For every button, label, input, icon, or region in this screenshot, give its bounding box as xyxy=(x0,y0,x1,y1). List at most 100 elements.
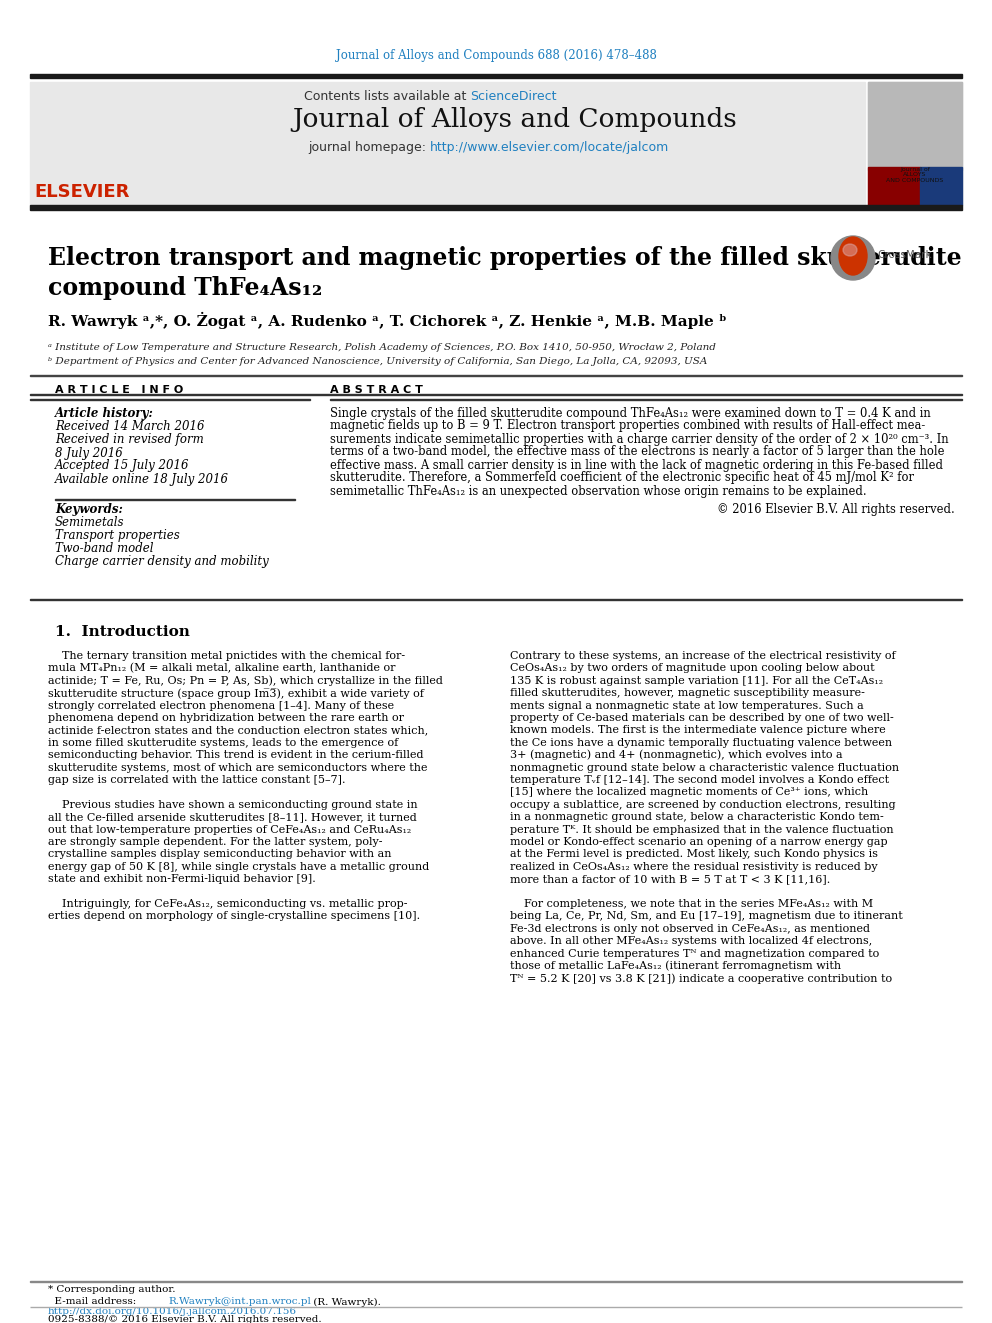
Bar xyxy=(165,82,865,205)
Bar xyxy=(868,82,962,205)
Text: ments signal a nonmagnetic state at low temperatures. Such a: ments signal a nonmagnetic state at low … xyxy=(510,701,864,710)
Text: nonmagnetic ground state below a characteristic valence fluctuation: nonmagnetic ground state below a charact… xyxy=(510,762,899,773)
Text: Available online 18 July 2016: Available online 18 July 2016 xyxy=(55,472,229,486)
Text: [15] where the localized magnetic moments of Ce³⁺ ions, which: [15] where the localized magnetic moment… xyxy=(510,787,868,798)
Text: journal homepage:: journal homepage: xyxy=(308,142,430,155)
Text: Single crystals of the filled skutterudite compound ThFe₄As₁₂ were examined down: Single crystals of the filled skutterudi… xyxy=(330,406,930,419)
Text: 1.  Introduction: 1. Introduction xyxy=(55,624,189,639)
Text: known models. The first is the intermediate valence picture where: known models. The first is the intermedi… xyxy=(510,725,886,736)
Text: Electron transport and magnetic properties of the filled skutterudite: Electron transport and magnetic properti… xyxy=(48,246,961,270)
Text: ᵇ Department of Physics and Center for Advanced Nanoscience, University of Calif: ᵇ Department of Physics and Center for A… xyxy=(48,357,707,366)
Text: all the Ce-filled arsenide skutterudites [8–11]. However, it turned: all the Ce-filled arsenide skutterudites… xyxy=(48,812,417,822)
Text: 0925-8388/© 2016 Elsevier B.V. All rights reserved.: 0925-8388/© 2016 Elsevier B.V. All right… xyxy=(48,1315,321,1323)
Text: out that low-temperature properties of CeFe₄As₁₂ and CeRu₄As₁₂: out that low-temperature properties of C… xyxy=(48,824,412,835)
Text: E-mail address:: E-mail address: xyxy=(48,1298,140,1307)
Bar xyxy=(30,598,962,601)
Text: http://dx.doi.org/10.1016/j.jallcom.2016.07.156: http://dx.doi.org/10.1016/j.jallcom.2016… xyxy=(48,1307,297,1316)
Text: more than a factor of 10 with B = 5 T at T < 3 K [11,16].: more than a factor of 10 with B = 5 T at… xyxy=(510,875,830,884)
Text: Journal of Alloys and Compounds 688 (2016) 478–488: Journal of Alloys and Compounds 688 (201… xyxy=(335,49,657,61)
Text: 3+ (magnetic) and 4+ (nonmagnetic), which evolves into a: 3+ (magnetic) and 4+ (nonmagnetic), whic… xyxy=(510,750,842,761)
Ellipse shape xyxy=(839,237,867,275)
Text: are strongly sample dependent. For the latter system, poly-: are strongly sample dependent. For the l… xyxy=(48,837,383,847)
Text: Received in revised form: Received in revised form xyxy=(55,434,203,446)
Text: 135 K is robust against sample variation [11]. For all the CeT₄As₁₂: 135 K is robust against sample variation… xyxy=(510,676,883,685)
Bar xyxy=(30,82,165,205)
Text: Received 14 March 2016: Received 14 March 2016 xyxy=(55,421,204,434)
Text: skutterudite. Therefore, a Sommerfeld coefficient of the electronic specific hea: skutterudite. Therefore, a Sommerfeld co… xyxy=(330,471,914,484)
Text: The ternary transition metal pnictides with the chemical for-: The ternary transition metal pnictides w… xyxy=(48,651,405,662)
Text: model or Kondo-effect scenario an opening of a narrow energy gap: model or Kondo-effect scenario an openin… xyxy=(510,837,888,847)
Text: above. In all other MFe₄As₁₂ systems with localized 4f electrons,: above. In all other MFe₄As₁₂ systems wit… xyxy=(510,937,872,946)
Text: skutterudite systems, most of which are semiconductors where the: skutterudite systems, most of which are … xyxy=(48,762,428,773)
Text: R. Wawryk ᵃ,*, O. Żogat ᵃ, A. Rudenko ᵃ, T. Cichorek ᵃ, Z. Henkie ᵃ, M.B. Maple : R. Wawryk ᵃ,*, O. Żogat ᵃ, A. Rudenko ᵃ,… xyxy=(48,311,726,328)
Text: property of Ce-based materials can be described by one of two well-: property of Ce-based materials can be de… xyxy=(510,713,894,722)
Text: Fe-3d electrons is only not observed in CeFe₄As₁₂, as mentioned: Fe-3d electrons is only not observed in … xyxy=(510,923,870,934)
Text: Intriguingly, for CeFe₄As₁₂, semiconducting vs. metallic prop-: Intriguingly, for CeFe₄As₁₂, semiconduct… xyxy=(48,900,408,909)
Text: CeOs₄As₁₂ by two orders of magnitude upon cooling below about: CeOs₄As₁₂ by two orders of magnitude upo… xyxy=(510,663,875,673)
Text: terms of a two-band model, the effective mass of the electrons is nearly a facto: terms of a two-band model, the effective… xyxy=(330,446,944,459)
Text: Accepted 15 July 2016: Accepted 15 July 2016 xyxy=(55,459,189,472)
Text: strongly correlated electron phenomena [1–4]. Many of these: strongly correlated electron phenomena [… xyxy=(48,701,394,710)
Text: filled skutterudites, however, magnetic susceptibility measure-: filled skutterudites, however, magnetic … xyxy=(510,688,865,699)
Text: effective mass. A small carrier density is in line with the lack of magnetic ord: effective mass. A small carrier density … xyxy=(330,459,943,471)
Bar xyxy=(30,393,962,396)
Text: surements indicate semimetallic properties with a charge carrier density of the : surements indicate semimetallic properti… xyxy=(330,433,948,446)
Text: skutterudite structure (space group Im̅3̅), exhibit a wide variety of: skutterudite structure (space group Im̅3… xyxy=(48,688,424,699)
Bar xyxy=(30,205,962,210)
Text: Previous studies have shown a semiconducting ground state in: Previous studies have shown a semiconduc… xyxy=(48,800,418,810)
Text: temperature Tᵥf [12–14]. The second model involves a Kondo effect: temperature Tᵥf [12–14]. The second mode… xyxy=(510,775,889,785)
Text: magnetic fields up to B = 9 T. Electron transport properties combined with resul: magnetic fields up to B = 9 T. Electron … xyxy=(330,419,926,433)
Text: CrossMark: CrossMark xyxy=(877,250,931,261)
Text: crystalline samples display semiconducting behavior with an: crystalline samples display semiconducti… xyxy=(48,849,392,860)
Text: Charge carrier density and mobility: Charge carrier density and mobility xyxy=(55,556,269,569)
Text: occupy a sublattice, are screened by conduction electrons, resulting: occupy a sublattice, are screened by con… xyxy=(510,800,896,810)
Text: A R T I C L E   I N F O: A R T I C L E I N F O xyxy=(55,385,184,396)
Text: Semimetals: Semimetals xyxy=(55,516,125,529)
Text: © 2016 Elsevier B.V. All rights reserved.: © 2016 Elsevier B.V. All rights reserved… xyxy=(717,503,955,516)
Text: R.Wawryk@int.pan.wroc.pl: R.Wawryk@int.pan.wroc.pl xyxy=(168,1298,310,1307)
Text: compound ThFe₄As₁₂: compound ThFe₄As₁₂ xyxy=(48,277,322,300)
Text: ScienceDirect: ScienceDirect xyxy=(470,90,557,102)
Text: perature Tᴷ. It should be emphasized that in the valence fluctuation: perature Tᴷ. It should be emphasized tha… xyxy=(510,824,894,835)
Text: Journal of Alloys and Compounds: Journal of Alloys and Compounds xyxy=(293,107,737,132)
Text: (R. Wawryk).: (R. Wawryk). xyxy=(310,1298,381,1307)
Text: at the Fermi level is predicted. Most likely, such Kondo physics is: at the Fermi level is predicted. Most li… xyxy=(510,849,878,860)
Text: Two-band model: Two-band model xyxy=(55,542,154,556)
Text: ᵃ Institute of Low Temperature and Structure Research, Polish Academy of Science: ᵃ Institute of Low Temperature and Struc… xyxy=(48,344,716,352)
Text: erties depend on morphology of single-crystalline specimens [10].: erties depend on morphology of single-cr… xyxy=(48,912,421,921)
Text: actinide; T = Fe, Ru, Os; Pn = P, As, Sb), which crystallize in the filled: actinide; T = Fe, Ru, Os; Pn = P, As, Sb… xyxy=(48,676,442,687)
Text: 8 July 2016: 8 July 2016 xyxy=(55,446,123,459)
Bar xyxy=(920,167,962,205)
Text: mula MT₄Pn₁₂ (M = alkali metal, alkaline earth, lanthanide or: mula MT₄Pn₁₂ (M = alkali metal, alkaline… xyxy=(48,663,396,673)
Text: phenomena depend on hybridization between the rare earth or: phenomena depend on hybridization betwee… xyxy=(48,713,404,722)
Text: ELSEVIER: ELSEVIER xyxy=(34,183,129,201)
Text: state and exhibit non-Fermi-liquid behavior [9].: state and exhibit non-Fermi-liquid behav… xyxy=(48,875,315,884)
Text: semimetallic ThFe₄As₁₂ is an unexpected observation whose origin remains to be e: semimetallic ThFe₄As₁₂ is an unexpected … xyxy=(330,484,867,497)
Text: enhanced Curie temperatures Tᴺ and magnetization compared to: enhanced Curie temperatures Tᴺ and magne… xyxy=(510,949,879,959)
Text: For completeness, we note that in the series MFe₄As₁₂ with M: For completeness, we note that in the se… xyxy=(510,900,873,909)
Text: realized in CeOs₄As₁₂ where the residual resistivity is reduced by: realized in CeOs₄As₁₂ where the residual… xyxy=(510,861,878,872)
Text: in a nonmagnetic ground state, below a characteristic Kondo tem-: in a nonmagnetic ground state, below a c… xyxy=(510,812,884,822)
Text: gap size is correlated with the lattice constant [5–7].: gap size is correlated with the lattice … xyxy=(48,775,345,785)
Text: http://www.elsevier.com/locate/jalcom: http://www.elsevier.com/locate/jalcom xyxy=(430,142,670,155)
Text: in some filled skutterudite systems, leads to the emergence of: in some filled skutterudite systems, lea… xyxy=(48,738,398,747)
Text: semiconducting behavior. This trend is evident in the cerium-filled: semiconducting behavior. This trend is e… xyxy=(48,750,424,761)
Text: actinide f-electron states and the conduction electron states which,: actinide f-electron states and the condu… xyxy=(48,725,429,736)
Ellipse shape xyxy=(843,243,857,255)
Text: Article history:: Article history: xyxy=(55,406,154,419)
Text: the Ce ions have a dynamic temporally fluctuating valence between: the Ce ions have a dynamic temporally fl… xyxy=(510,738,892,747)
Circle shape xyxy=(831,235,875,280)
Bar xyxy=(868,167,920,205)
Text: being La, Ce, Pr, Nd, Sm, and Eu [17–19], magnetism due to itinerant: being La, Ce, Pr, Nd, Sm, and Eu [17–19]… xyxy=(510,912,903,921)
Text: Keywords:: Keywords: xyxy=(55,504,123,516)
Text: A B S T R A C T: A B S T R A C T xyxy=(330,385,423,396)
Text: Tᴺ = 5.2 K [20] vs 3.8 K [21]) indicate a cooperative contribution to: Tᴺ = 5.2 K [20] vs 3.8 K [21]) indicate … xyxy=(510,974,892,984)
Text: Journal of
ALLOYS
AND COMPOUNDS: Journal of ALLOYS AND COMPOUNDS xyxy=(887,167,943,184)
Text: * Corresponding author.: * Corresponding author. xyxy=(48,1286,176,1294)
Bar xyxy=(30,74,962,78)
Text: Contents lists available at: Contents lists available at xyxy=(304,90,470,102)
Text: energy gap of 50 K [8], while single crystals have a metallic ground: energy gap of 50 K [8], while single cry… xyxy=(48,861,430,872)
Bar xyxy=(30,374,962,376)
Bar xyxy=(868,82,962,169)
Text: those of metallic LaFe₄As₁₂ (itinerant ferromagnetism with: those of metallic LaFe₄As₁₂ (itinerant f… xyxy=(510,960,841,971)
